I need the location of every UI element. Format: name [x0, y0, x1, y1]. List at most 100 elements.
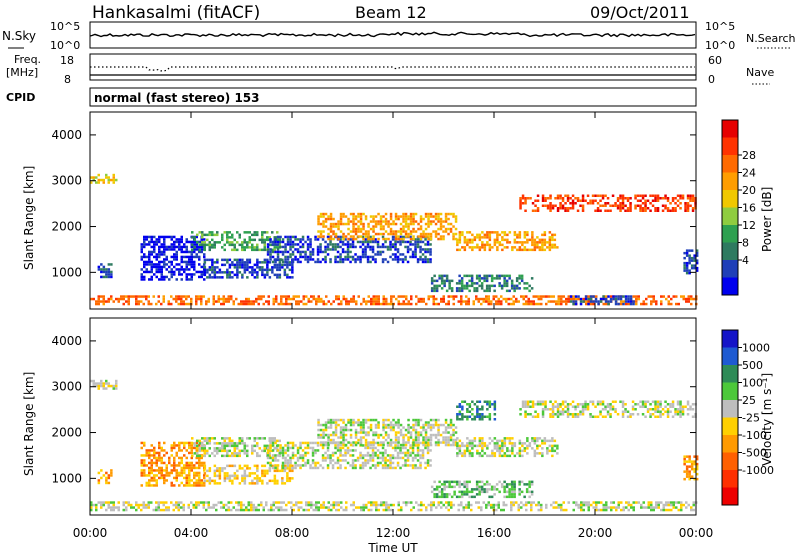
- power-cell-1277: [301, 245, 305, 249]
- power-cell-211: [335, 295, 338, 298]
- power-cell-648: [155, 270, 158, 274]
- velocity-cell-977: [191, 454, 194, 458]
- velocity-cell-581: [143, 469, 146, 472]
- velocity-cell-1652: [362, 428, 365, 432]
- power-cell-897: [223, 271, 227, 274]
- power-cell-1314: [316, 260, 320, 264]
- power-cell-49: [147, 295, 150, 298]
- velocity-cell-806: [198, 481, 201, 485]
- velocity-cell-661: [163, 469, 166, 472]
- power-cell-839: [200, 250, 203, 254]
- power-cell-1689: [359, 222, 363, 226]
- velocity-cell-132: [240, 501, 243, 504]
- velocity-cell-116: [220, 506, 223, 509]
- power-cell-2476: [681, 197, 685, 200]
- velocity-cell-805: [198, 479, 201, 482]
- power-cell-2023: [490, 279, 494, 283]
- velocity-cell-649: [160, 456, 163, 460]
- power-cell-117: [225, 300, 228, 303]
- power-cell-1799: [404, 225, 408, 228]
- power-cell-1523: [406, 260, 410, 264]
- power-cell-2: [95, 300, 98, 303]
- power-cell-665: [160, 243, 163, 246]
- power-cell-2340: [581, 207, 585, 210]
- velocity-cell-2077: [471, 447, 474, 450]
- velocity-cell-67: [162, 501, 165, 504]
- power-cell-531: [92, 178, 95, 182]
- power-cell-1927: [430, 287, 434, 290]
- velocity-cell-1558: [327, 433, 330, 437]
- velocity-cell-600: [148, 479, 151, 482]
- power-cell-184: [300, 300, 303, 303]
- velocity-cell-999: [203, 447, 206, 450]
- power-cell-2313: [564, 202, 567, 205]
- velocity-cell-1842: [437, 441, 440, 444]
- velocity-cell-2152: [511, 444, 514, 448]
- power-cell-1714: [372, 215, 375, 218]
- velocity-cell-528: [97, 382, 100, 385]
- velocity-cell-2045: [456, 442, 459, 445]
- power-cell-2211: [531, 248, 534, 252]
- velocity-cell-2094: [481, 442, 484, 445]
- power-cell-1938: [438, 274, 441, 278]
- power-cell-878: [213, 266, 217, 269]
- velocity-cell-1191: [286, 454, 290, 457]
- velocity-cell-2270: [551, 403, 555, 406]
- power-cell-1224: [284, 235, 287, 239]
- power-cell-339: [480, 302, 483, 306]
- velocity-cell-2253: [539, 400, 542, 403]
- power-cell-939: [243, 266, 247, 269]
- power-cell-1637: [339, 215, 343, 218]
- power-cell-2452: [664, 204, 667, 207]
- power-cell-1522: [406, 250, 410, 254]
- power-cell-1963: [455, 289, 459, 293]
- velocity-cell-1027: [221, 437, 224, 440]
- velocity-cell-2038: [528, 490, 531, 494]
- power-cell-1435: [369, 235, 372, 239]
- power-cell-519: [687, 297, 690, 301]
- velocity-cell-241: [357, 506, 360, 509]
- power-cell-323: [460, 300, 463, 303]
- power-cell-1820: [412, 217, 415, 221]
- velocity-cell-2066: [466, 447, 469, 450]
- velocity-cell-1574: [332, 441, 335, 444]
- power-cell-1467: [381, 260, 385, 264]
- power-cell-924: [236, 273, 239, 277]
- velocity-cell-292: [420, 501, 423, 504]
- velocity-cell-385: [540, 506, 543, 509]
- velocity-cell-2046: [456, 444, 459, 448]
- power-cell-1693: [362, 212, 365, 216]
- velocity-cell-2178: [528, 442, 532, 445]
- velocity-cell-1612: [347, 418, 350, 422]
- power-cell-2021: [490, 274, 494, 278]
- velocity-cell-1326: [346, 446, 350, 450]
- velocity-cell-1528: [429, 464, 432, 467]
- velocity-cell-152: [257, 503, 260, 507]
- velocity-cell-1817: [429, 423, 433, 427]
- velocity-cell-1302: [336, 446, 340, 450]
- velocity-cell-242: [360, 506, 363, 509]
- velocity-cell-767: [190, 456, 193, 460]
- velocity-cell-1297: [334, 444, 337, 447]
- velocity-cell-77: [172, 508, 175, 512]
- power-cell-365: [507, 297, 510, 301]
- velocity-cell-610: [150, 469, 153, 472]
- power-cell-1482: [391, 243, 395, 246]
- power-cell-1251: [291, 250, 295, 254]
- power-cell-2560: [632, 300, 635, 303]
- velocity-cell-2170: [523, 442, 527, 445]
- velocity-cell-470: [642, 506, 645, 509]
- velocity-cell-644: [158, 469, 161, 472]
- power-cell-615: [148, 278, 151, 281]
- power-ylabel: Slant Range [km]: [22, 166, 36, 270]
- power-cell-643: [155, 255, 158, 259]
- velocity-cell-1310: [339, 449, 342, 452]
- velocity-cell-1047: [228, 439, 231, 443]
- power-cell-715: [170, 273, 173, 276]
- velocity-cell-982: [196, 444, 199, 448]
- power-cell-960: [256, 258, 259, 262]
- power-cell-1059: [208, 233, 211, 237]
- velocity-cell-1723: [392, 428, 395, 432]
- power-cell-609: [148, 253, 151, 256]
- velocity-cell-434: [602, 506, 605, 509]
